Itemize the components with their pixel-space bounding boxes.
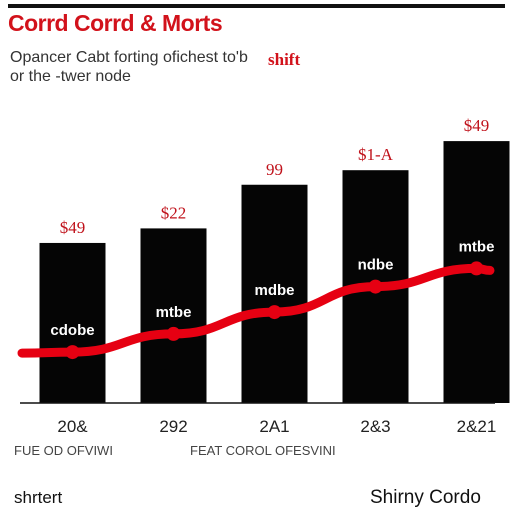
bar-value-label: $49 [464, 116, 490, 135]
shift-annotation: shift [268, 50, 301, 69]
chart-title: Corrd Corrd & Morts [8, 10, 223, 36]
trend-point [368, 279, 383, 294]
bar [241, 184, 308, 403]
trend-point [166, 326, 181, 341]
bar-inner-label: cdobe [50, 322, 94, 339]
trend-point [469, 261, 484, 276]
chart-subtitle: Opancer Cabt forting ofichest to'b or th… [10, 49, 248, 85]
trend-point [267, 305, 282, 320]
x-tick-label: 2A1 [259, 417, 289, 436]
bar-inner-label: mdbe [254, 282, 294, 299]
bar [140, 228, 207, 403]
bar-inner-label: mtbe [459, 238, 495, 255]
bar-value-label: $1-A [358, 145, 394, 164]
footnote-center: FEAT COROL OFESVINI [190, 443, 336, 458]
bar-inner-label: mtbe [156, 304, 192, 321]
trend-point [65, 345, 80, 360]
trend-line-layer [17, 261, 495, 360]
bar-value-label: $22 [161, 203, 187, 222]
x-tick-label: 20& [57, 417, 88, 436]
footnote-left: FUE OD OFVIWI [14, 443, 113, 458]
top-rule [8, 4, 505, 8]
source-right: Shirny Cordo [370, 487, 481, 508]
x-tick-label: 2&3 [360, 417, 390, 436]
source-left: shrtert [14, 488, 63, 507]
bar-value-label: $49 [60, 218, 86, 237]
bar-inner-label: ndbe [358, 257, 394, 274]
x-tick-label: 2&21 [457, 417, 497, 436]
bar [39, 242, 106, 403]
bar-value-label: 99 [266, 160, 283, 179]
labels-layer: $49 20&cdobe $22 292 mtbe 99 2A1 mdbe $1-A 2&3 ndb… [50, 116, 496, 436]
x-tick-label: 292 [159, 417, 187, 436]
